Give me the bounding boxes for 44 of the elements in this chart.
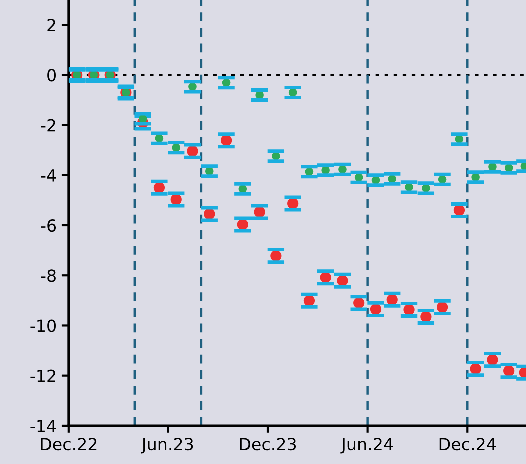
- point: [205, 167, 214, 176]
- point: [420, 311, 432, 323]
- point: [386, 294, 398, 306]
- point: [272, 152, 280, 161]
- point: [170, 194, 182, 206]
- y-tick-label: -12: [30, 370, 56, 382]
- point: [470, 364, 482, 375]
- point: [504, 164, 514, 172]
- point: [320, 272, 332, 284]
- point: [322, 166, 330, 175]
- x-tick-label: Dec.22: [41, 438, 97, 451]
- point: [254, 206, 266, 218]
- y-tick-label: -14: [30, 420, 56, 432]
- point: [187, 146, 198, 157]
- point: [256, 91, 264, 100]
- point: [388, 174, 397, 184]
- point: [204, 208, 216, 220]
- point: [238, 185, 248, 194]
- y-tick-label: -6: [41, 219, 56, 232]
- x-tick-label: Dec.23: [240, 438, 296, 451]
- point: [354, 298, 365, 309]
- point: [504, 366, 515, 377]
- point: [472, 173, 480, 182]
- point: [288, 198, 299, 210]
- point: [405, 183, 414, 192]
- point: [270, 250, 282, 262]
- point: [422, 184, 430, 193]
- point: [487, 354, 498, 366]
- y-tick-label: 0: [48, 69, 56, 82]
- point: [188, 82, 197, 92]
- point: [404, 304, 415, 316]
- point: [338, 165, 347, 174]
- x-tick-label: Dec.24: [440, 438, 496, 451]
- x-tick-label: Jun.23: [141, 438, 194, 454]
- y-tick-label: -2: [41, 119, 56, 132]
- x-tick-label: Jun.24: [340, 438, 394, 454]
- y-tick-label: -10: [30, 320, 56, 332]
- point: [337, 275, 348, 286]
- point: [488, 162, 497, 172]
- point: [138, 114, 148, 124]
- y-tick-label: -8: [41, 270, 56, 282]
- y-tick-label: 2: [48, 19, 56, 32]
- point: [237, 219, 248, 230]
- y-tick-label: -4: [41, 170, 56, 182]
